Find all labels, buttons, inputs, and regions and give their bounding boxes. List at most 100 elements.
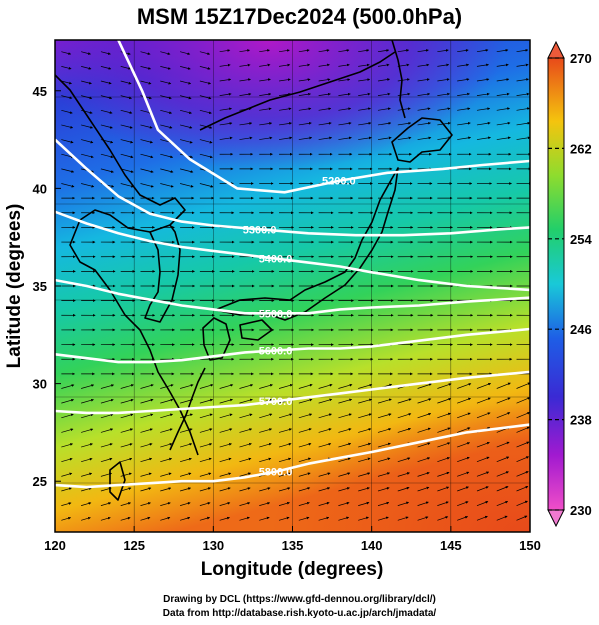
wind-arrow xyxy=(140,168,154,173)
contour-label: 5500.0 xyxy=(259,308,293,320)
wind-arrow xyxy=(259,78,271,82)
wind-arrow xyxy=(219,457,232,463)
wind-arrow xyxy=(81,183,95,188)
wind-arrow xyxy=(100,168,114,173)
wind-arrow xyxy=(417,107,431,111)
wind-arrow xyxy=(358,501,370,506)
wind-arrow xyxy=(140,443,153,448)
wind-arrow xyxy=(160,95,172,100)
height-contours: 5200.0 5300.0 5400.0 5500.0 5600.0 5700.0 5800… xyxy=(55,40,530,489)
wind-arrow xyxy=(199,472,212,477)
colorbar-tick-label: 270 xyxy=(570,51,592,66)
wind-arrow xyxy=(318,487,331,492)
wind-arrow xyxy=(417,398,432,404)
wind-arrow xyxy=(298,457,312,463)
wind-arrow xyxy=(338,78,351,82)
wind-arrow xyxy=(61,487,72,492)
wind-arrow xyxy=(476,501,489,506)
wind-arrow xyxy=(457,442,471,448)
y-tick-label: 35 xyxy=(33,279,47,294)
wind-arrow xyxy=(417,383,432,389)
wind-arrow xyxy=(397,486,410,492)
wind-arrow xyxy=(179,502,191,506)
contour-line xyxy=(55,370,530,415)
wind-arrow xyxy=(437,516,449,521)
wind-arrow xyxy=(140,66,152,70)
wind-arrow xyxy=(496,456,510,463)
x-tick-label: 130 xyxy=(202,538,224,553)
wind-arrow xyxy=(437,92,451,96)
wind-arrow xyxy=(358,92,371,96)
wind-arrow xyxy=(100,502,112,506)
wind-arrow xyxy=(377,457,391,463)
wind-arrow xyxy=(100,384,115,389)
wind-arrow xyxy=(81,398,94,404)
wind-arrow xyxy=(160,168,174,173)
wind-arrow xyxy=(417,63,430,67)
wind-arrow xyxy=(199,109,212,114)
wind-arrow xyxy=(219,428,233,433)
wind-arrow xyxy=(318,92,331,96)
wind-arrow xyxy=(259,92,272,96)
wind-arrow xyxy=(140,487,152,492)
wind-arrow xyxy=(100,51,111,55)
wind-arrow xyxy=(120,66,132,70)
wind-arrow xyxy=(160,153,174,159)
wind-arrow xyxy=(476,456,490,463)
wind-arrow xyxy=(397,501,410,506)
wind-arrow xyxy=(179,457,192,463)
wind-arrow xyxy=(160,428,173,433)
colorbar-ticks: 270 262 254 246 238 230 xyxy=(548,51,592,518)
wind-arrow xyxy=(61,398,75,404)
wind-arrow xyxy=(476,382,492,389)
wind-arrow xyxy=(318,136,333,140)
wind-arrow xyxy=(120,153,134,159)
x-axis-ticks: 120 125 130 135 140 145 150 xyxy=(44,526,541,553)
wind-arrow xyxy=(81,428,94,433)
wind-arrow xyxy=(358,78,371,82)
wind-arrow xyxy=(120,109,133,114)
wind-arrow xyxy=(496,382,511,389)
wind-arrow xyxy=(259,63,271,67)
wind-arrow xyxy=(100,457,113,463)
y-axis-ticks: 25 30 35 40 45 xyxy=(33,84,61,489)
wind-arrow xyxy=(140,139,153,144)
wind-arrow xyxy=(278,49,290,53)
wind-arrow xyxy=(377,487,390,492)
russia-coast xyxy=(199,51,396,131)
wind-arrow xyxy=(140,51,151,55)
wind-arrow xyxy=(358,413,372,419)
colorbar-tick-label: 262 xyxy=(570,141,592,156)
wind-arrow xyxy=(516,107,530,111)
wind-arrow xyxy=(239,501,251,506)
wind-arrow xyxy=(239,63,251,67)
wind-arrow xyxy=(417,457,431,463)
wind-arrow xyxy=(437,501,449,506)
wind-arrow xyxy=(100,516,111,521)
wind-arrow xyxy=(81,443,93,448)
wind-arrow xyxy=(496,92,510,96)
wind-arrow xyxy=(397,92,411,96)
wind-arrow xyxy=(457,412,471,419)
wind-arrow xyxy=(199,413,213,419)
wind-arrow xyxy=(457,78,470,82)
wind-arrow xyxy=(179,168,194,173)
wind-arrow xyxy=(179,109,192,114)
wind-arrow xyxy=(61,95,73,100)
wind-arrow xyxy=(417,501,429,506)
wind-arrow xyxy=(160,398,174,404)
wind-arrow xyxy=(199,95,212,100)
wind-arrow xyxy=(278,487,291,492)
wind-arrow xyxy=(61,443,74,448)
wind-arrow xyxy=(278,63,291,67)
wind-arrow xyxy=(140,183,154,188)
x-tick-label: 150 xyxy=(519,538,541,553)
wind-arrow xyxy=(377,136,392,140)
wind-arrow xyxy=(179,442,193,448)
wind-arrow xyxy=(476,121,491,126)
wind-arrow xyxy=(160,443,173,448)
wind-arrow xyxy=(318,63,330,67)
wind-arrow xyxy=(496,136,511,140)
wind-arrow xyxy=(318,442,332,448)
wind-arrow xyxy=(516,500,528,506)
